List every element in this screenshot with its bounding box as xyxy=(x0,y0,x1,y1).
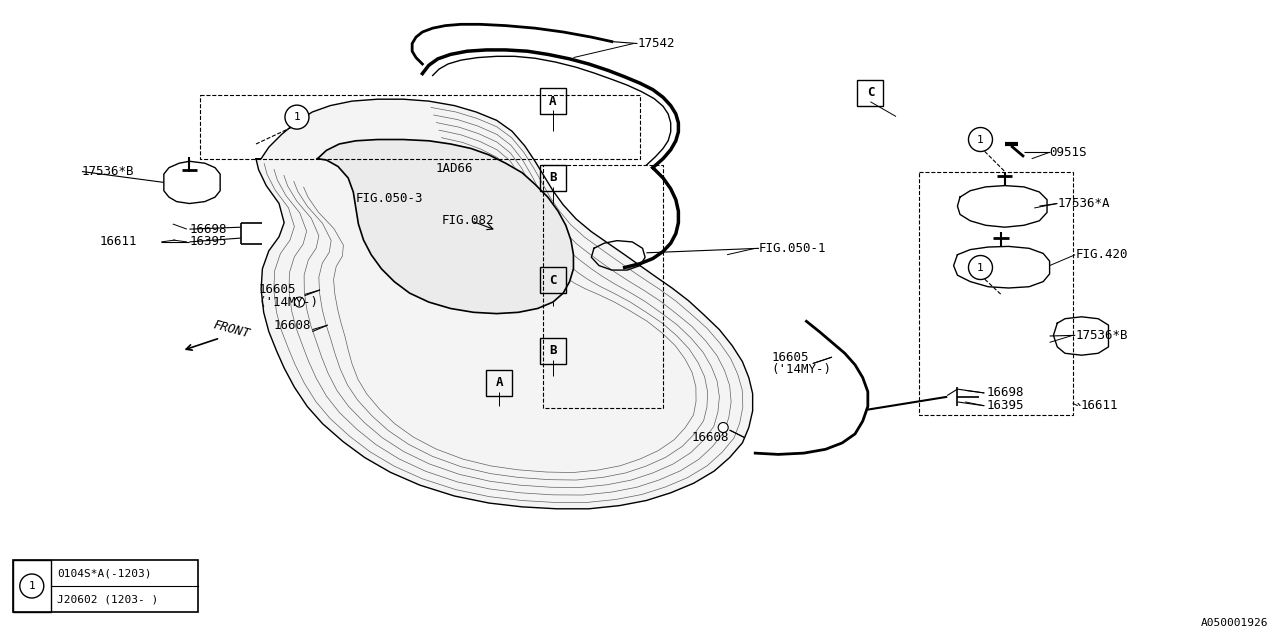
Text: FIG.050-1: FIG.050-1 xyxy=(759,242,827,255)
Circle shape xyxy=(294,297,305,307)
Text: 17542: 17542 xyxy=(637,37,675,50)
Text: C: C xyxy=(549,274,557,287)
Text: FRONT: FRONT xyxy=(211,318,251,340)
Text: 0104S*A(-1203): 0104S*A(-1203) xyxy=(56,568,151,578)
Bar xyxy=(486,370,512,396)
Text: 16611: 16611 xyxy=(100,236,137,248)
Text: 16608: 16608 xyxy=(691,431,728,444)
Circle shape xyxy=(969,127,992,152)
Bar xyxy=(540,88,566,114)
Polygon shape xyxy=(317,140,573,314)
Text: 16395: 16395 xyxy=(987,399,1024,412)
Text: A: A xyxy=(549,95,557,108)
Text: J20602 (1203- ): J20602 (1203- ) xyxy=(56,594,157,604)
Text: 1: 1 xyxy=(28,581,35,591)
Text: 0951S: 0951S xyxy=(1050,146,1087,159)
Text: A050001926: A050001926 xyxy=(1201,618,1268,628)
Polygon shape xyxy=(256,99,753,509)
Text: FIG.050-3: FIG.050-3 xyxy=(356,192,424,205)
Bar xyxy=(200,95,640,159)
Text: 16611: 16611 xyxy=(1080,399,1117,412)
Text: ('14MY-): ('14MY-) xyxy=(772,364,832,376)
Text: 16608: 16608 xyxy=(274,319,311,332)
Text: A: A xyxy=(495,376,503,389)
Bar xyxy=(919,172,1073,415)
Text: FIG.082: FIG.082 xyxy=(442,214,494,227)
Circle shape xyxy=(718,422,728,433)
Bar xyxy=(13,560,51,612)
Text: FIG.420: FIG.420 xyxy=(1075,248,1128,261)
Text: ('14MY-): ('14MY-) xyxy=(259,296,319,309)
Circle shape xyxy=(19,574,44,598)
Bar xyxy=(543,165,663,408)
Text: 16698: 16698 xyxy=(987,387,1024,399)
Text: B: B xyxy=(549,344,557,357)
Circle shape xyxy=(285,105,308,129)
Text: 1: 1 xyxy=(977,134,984,145)
Text: 1AD66: 1AD66 xyxy=(435,162,472,175)
Bar xyxy=(540,165,566,191)
Text: 1: 1 xyxy=(977,262,984,273)
Text: 16605: 16605 xyxy=(259,284,296,296)
Text: 17536*A: 17536*A xyxy=(1057,197,1110,210)
Circle shape xyxy=(969,255,992,280)
Bar xyxy=(13,560,198,612)
Text: 1: 1 xyxy=(293,112,301,122)
Text: C: C xyxy=(867,86,874,99)
Text: 17536*B: 17536*B xyxy=(1075,329,1128,342)
Bar xyxy=(540,338,566,364)
Text: 16395: 16395 xyxy=(189,236,227,248)
Text: 16698: 16698 xyxy=(189,223,227,236)
Text: 17536*B: 17536*B xyxy=(82,165,134,178)
Text: B: B xyxy=(549,172,557,184)
Text: 16605: 16605 xyxy=(772,351,809,364)
Bar xyxy=(858,80,883,106)
Bar xyxy=(540,268,566,293)
